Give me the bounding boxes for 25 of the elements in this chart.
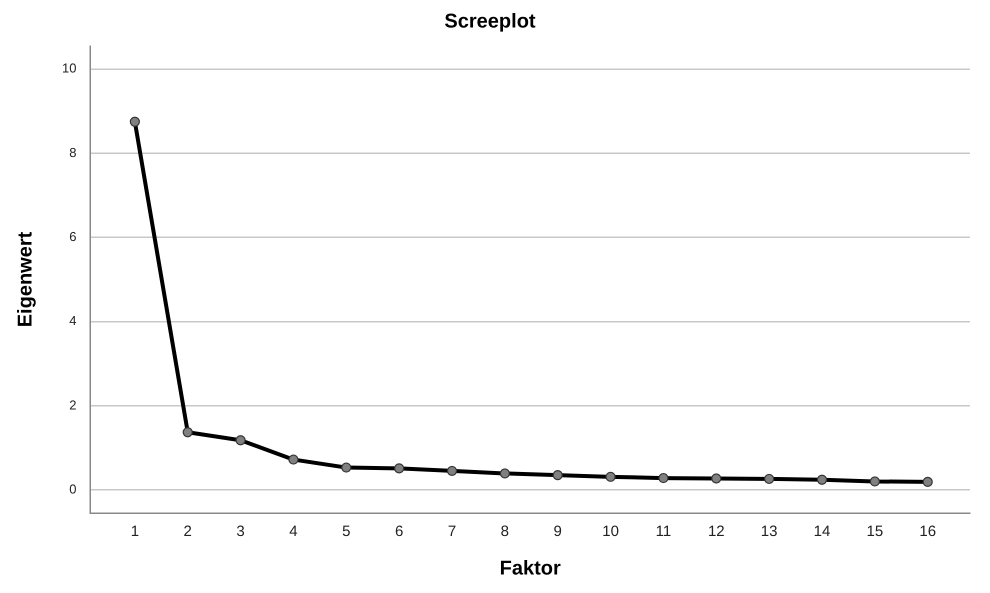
- y-axis-title: Eigenwert: [14, 231, 37, 328]
- y-tick-label: 4: [69, 313, 76, 328]
- x-tick-label: 10: [602, 523, 619, 540]
- y-tick-label: 2: [69, 397, 76, 412]
- x-axis-title: Faktor: [500, 558, 562, 580]
- x-tick-label: 9: [554, 523, 562, 540]
- x-tick-label: 7: [448, 523, 456, 540]
- x-tick-label: 6: [394, 523, 404, 540]
- x-tick-label: 5: [342, 523, 350, 540]
- x-tick-label: 3: [236, 523, 245, 540]
- x-tick-label: 11: [656, 523, 672, 540]
- x-tick-label: 1: [130, 523, 140, 540]
- y-tick-label: 0: [69, 481, 76, 496]
- x-tick-label: 16: [919, 523, 936, 540]
- x-tick-label: 4: [289, 523, 298, 540]
- y-tick-label: 10: [62, 60, 76, 76]
- x-tick-label: 15: [866, 523, 884, 540]
- x-tick-label: 12: [708, 523, 725, 540]
- y-tick-label: 6: [69, 229, 76, 244]
- y-tick-label: 8: [69, 144, 76, 160]
- x-tick-label: 2: [184, 523, 192, 540]
- x-tick-label: 14: [814, 523, 830, 540]
- x-tick-label: 13: [760, 523, 778, 540]
- x-tick-label: 8: [500, 523, 510, 540]
- chart-title: Screeplot: [444, 10, 536, 33]
